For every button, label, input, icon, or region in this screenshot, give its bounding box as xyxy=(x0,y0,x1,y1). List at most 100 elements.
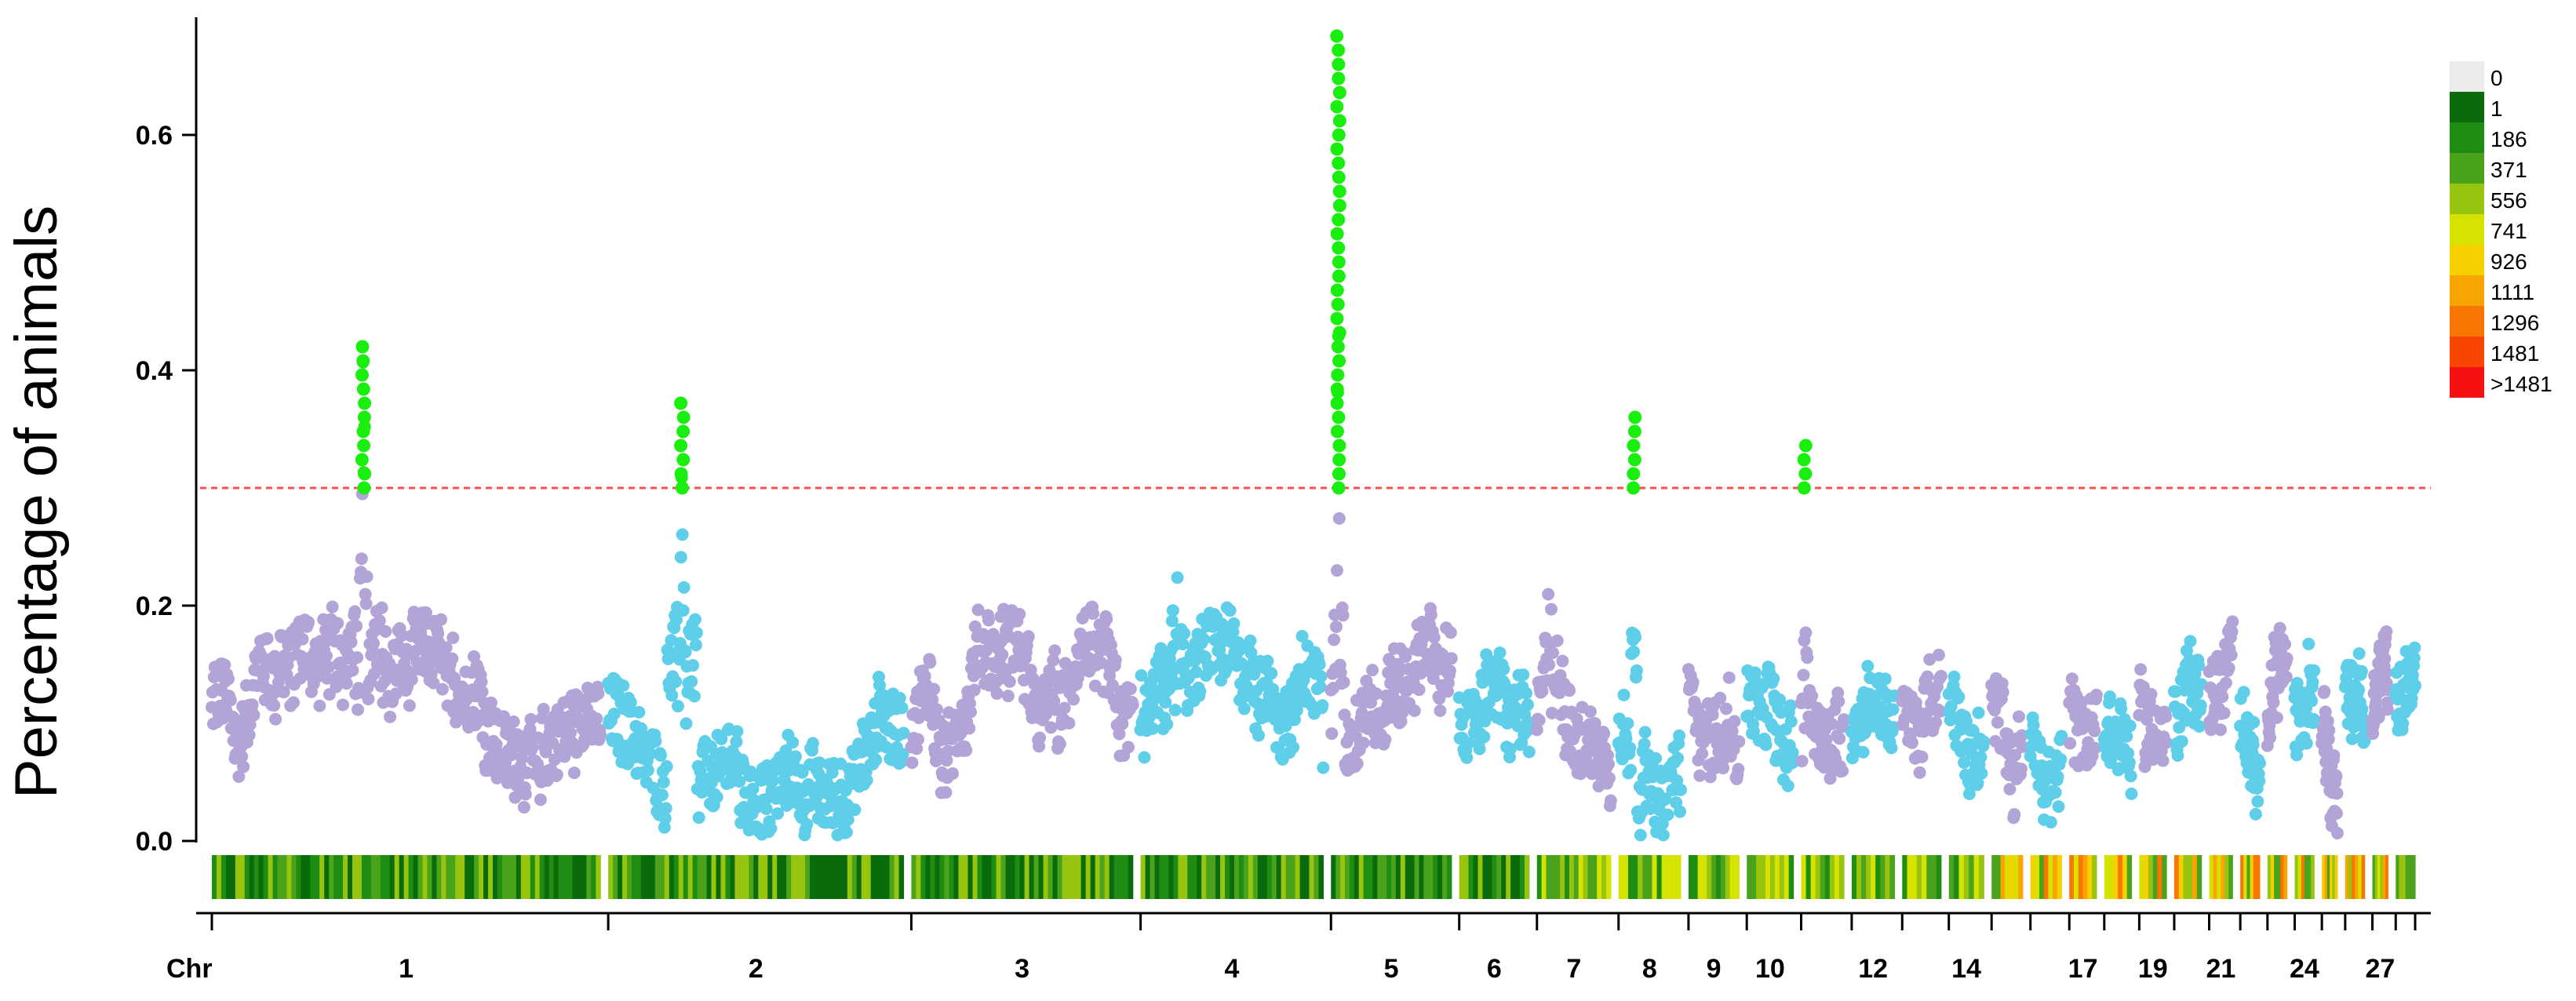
snp-point xyxy=(379,624,392,638)
snp-point xyxy=(2039,774,2052,788)
snp-point-significant xyxy=(1332,410,1346,424)
density-cell xyxy=(2372,855,2376,899)
snp-point xyxy=(2381,703,2394,716)
legend-swatch xyxy=(2450,367,2484,398)
density-cell xyxy=(2330,855,2333,899)
density-cell xyxy=(488,855,494,899)
snp-point xyxy=(360,570,373,584)
legend-swatch xyxy=(2450,214,2484,245)
snp-point-significant xyxy=(676,453,690,467)
snp-point xyxy=(2171,749,2184,763)
density-cell xyxy=(1257,855,1263,899)
x-tick-label: 5 xyxy=(1384,954,1399,984)
x-tick-label: 2 xyxy=(749,954,763,984)
density-cell xyxy=(683,855,689,899)
snp-point xyxy=(1714,691,1727,704)
density-cell xyxy=(1834,855,1840,899)
density-cell xyxy=(1707,855,1712,899)
density-cell xyxy=(427,855,433,899)
snp-point-significant xyxy=(1331,368,1345,382)
density-cell xyxy=(1902,855,1908,899)
snp-point xyxy=(340,677,353,690)
snp-point xyxy=(1266,682,1280,696)
snp-point xyxy=(2122,755,2136,769)
density-cell xyxy=(1459,855,1465,899)
density-cell xyxy=(1090,855,1096,899)
snp-point xyxy=(1598,727,1611,741)
density-cell xyxy=(530,855,536,899)
snp-point-significant xyxy=(676,424,690,439)
density-cell xyxy=(823,855,829,899)
snp-point xyxy=(1350,757,1364,770)
snp-point xyxy=(1770,723,1784,737)
snp-point xyxy=(796,766,809,779)
density-cell xyxy=(856,855,862,899)
density-segment-15 xyxy=(1991,855,2024,899)
density-cell xyxy=(2385,855,2388,899)
legend-swatch xyxy=(2450,184,2484,214)
snp-point-significant xyxy=(1332,481,1346,495)
density-cell xyxy=(1437,855,1443,899)
snp-point xyxy=(1583,705,1597,719)
density-cell xyxy=(1477,855,1484,899)
snp-point xyxy=(344,635,358,649)
snp-point xyxy=(971,603,985,617)
snp-point xyxy=(1974,751,1988,764)
snp-point xyxy=(1634,828,1647,842)
snp-point-significant xyxy=(1332,170,1346,184)
snp-point xyxy=(1530,723,1543,737)
density-cell xyxy=(212,855,217,899)
density-cell xyxy=(1033,855,1040,899)
snp-point xyxy=(319,650,333,663)
chromosome-7-points xyxy=(1530,588,1617,813)
density-segment-5 xyxy=(1331,855,1452,899)
density-cell xyxy=(654,855,661,899)
density-cell xyxy=(2228,855,2233,899)
density-cell xyxy=(851,855,858,899)
density-cell xyxy=(356,855,363,899)
density-cell xyxy=(1192,855,1197,899)
legend-label: 371 xyxy=(2490,158,2527,182)
snp-point-significant xyxy=(1332,114,1346,128)
snp-point xyxy=(1473,742,1486,755)
snp-point xyxy=(405,673,418,686)
snp-point xyxy=(511,728,524,741)
snp-point xyxy=(1146,722,1159,735)
density-cell xyxy=(1661,855,1667,899)
density-cell xyxy=(2092,855,2097,899)
chromosome-5-points xyxy=(1324,29,1458,777)
density-cell xyxy=(692,855,698,899)
snp-point xyxy=(2253,774,2266,788)
density-cell xyxy=(1871,855,1876,899)
density-cell xyxy=(1991,855,1997,899)
density-cell xyxy=(608,855,614,899)
snp-point xyxy=(926,693,939,706)
density-cell xyxy=(2402,855,2407,899)
density-cell xyxy=(1725,855,1731,899)
legend-swatch xyxy=(2450,306,2484,337)
snp-point xyxy=(567,766,581,780)
density-cell xyxy=(1215,855,1221,899)
snp-point xyxy=(435,682,449,696)
snp-point-significant xyxy=(1332,156,1346,170)
snp-point xyxy=(246,698,259,712)
snp-point xyxy=(2273,621,2286,635)
snp-point xyxy=(247,708,261,722)
snp-point xyxy=(1314,680,1327,693)
chromosome-21-points xyxy=(2203,615,2239,737)
density-cell xyxy=(413,855,419,899)
snp-point xyxy=(507,715,520,728)
density-cell xyxy=(972,855,978,899)
snp-point xyxy=(1604,794,1617,807)
snp-point xyxy=(384,710,397,723)
density-segment-1 xyxy=(212,855,601,899)
density-cell xyxy=(1720,855,1726,899)
x-tick-label: 14 xyxy=(1951,954,1981,984)
snp-point xyxy=(277,686,290,699)
x-tick-label: 21 xyxy=(2206,954,2235,984)
snp-point xyxy=(2322,733,2335,746)
density-cell xyxy=(2322,855,2326,899)
snp-point xyxy=(674,551,687,564)
density-cell xyxy=(2345,855,2349,899)
snp-point xyxy=(221,672,235,686)
